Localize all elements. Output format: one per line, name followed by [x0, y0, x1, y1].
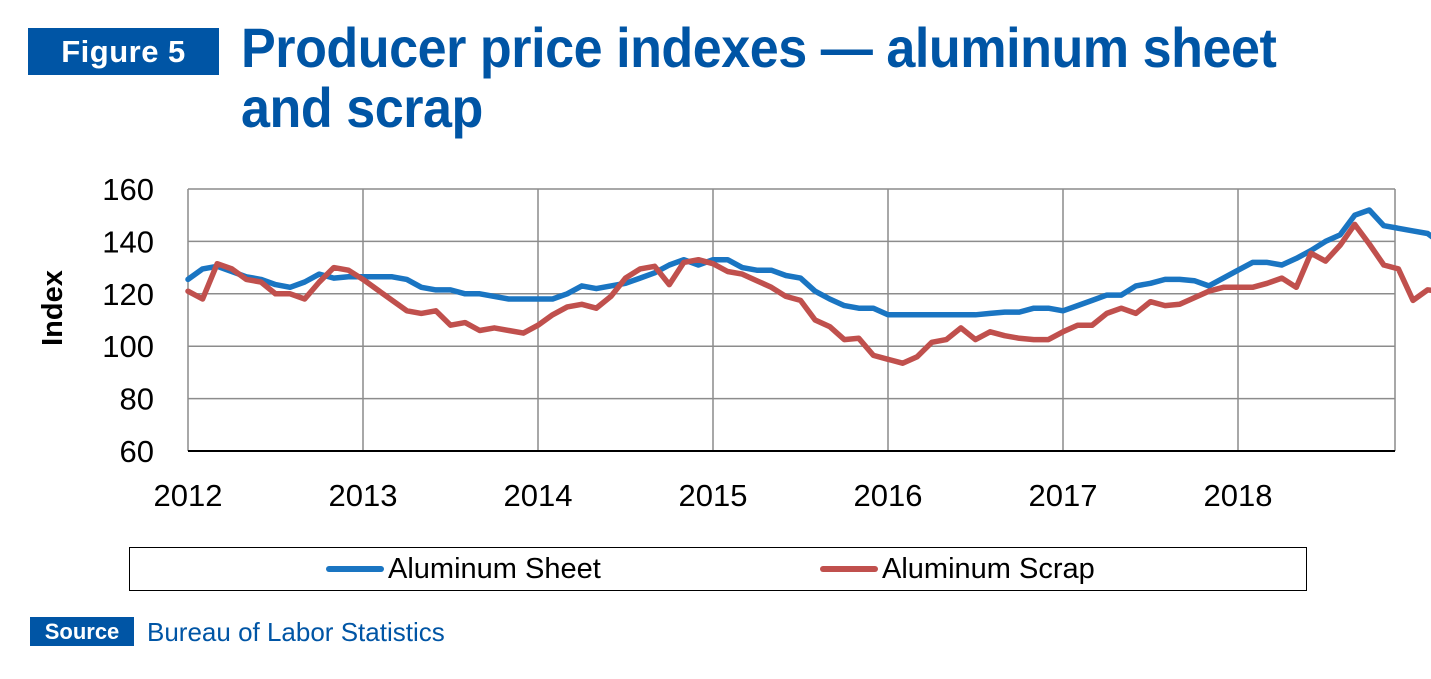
chart-series-lines	[185, 207, 1431, 366]
figure-number-badge: Figure 5	[28, 28, 219, 75]
y-tick-label-120: 120	[102, 277, 154, 312]
chart-title: Producer price indexes — aluminum sheet …	[241, 18, 1320, 138]
legend-swatch-sheet	[326, 566, 384, 572]
chart-title-line-2: and scrap	[241, 76, 483, 139]
x-tick-label-2016: 2016	[854, 478, 923, 513]
x-tick-label-2012: 2012	[154, 478, 223, 513]
chart-legend: Aluminum Sheet Aluminum Scrap	[129, 547, 1307, 591]
x-tick-label-2013: 2013	[329, 478, 398, 513]
source-text: Bureau of Labor Statistics	[147, 617, 445, 647]
y-tick-label-160: 160	[102, 172, 154, 207]
y-tick-label-140: 140	[102, 224, 154, 259]
legend-label-scrap: Aluminum Scrap	[882, 552, 1095, 585]
x-axis-tick-labels: 2012 2013 2014 2015 2016 2017 2018	[154, 478, 1273, 513]
chart-gridlines	[187, 188, 1396, 452]
y-axis-tick-labels: 60 80 100 120 140 160	[102, 172, 154, 469]
chart-title-line-1: Producer price indexes — aluminum sheet	[241, 16, 1277, 79]
legend-swatch-scrap	[820, 566, 878, 572]
x-tick-label-2015: 2015	[679, 478, 748, 513]
x-tick-label-2014: 2014	[504, 478, 573, 513]
legend-item-aluminum-sheet: Aluminum Sheet	[326, 548, 601, 590]
source-badge: Source	[30, 617, 134, 646]
y-tick-label-100: 100	[102, 329, 154, 364]
y-tick-label-80: 80	[120, 382, 154, 417]
y-axis-label: Index	[37, 270, 69, 346]
x-tick-label-2018: 2018	[1204, 478, 1273, 513]
series-line-aluminum-scrap	[185, 221, 1431, 366]
x-tick-label-2017: 2017	[1029, 478, 1098, 513]
series-line-aluminum-sheet	[185, 207, 1431, 318]
legend-label-sheet: Aluminum Sheet	[388, 552, 601, 585]
y-tick-label-60: 60	[120, 434, 154, 469]
legend-item-aluminum-scrap: Aluminum Scrap	[820, 548, 1095, 590]
